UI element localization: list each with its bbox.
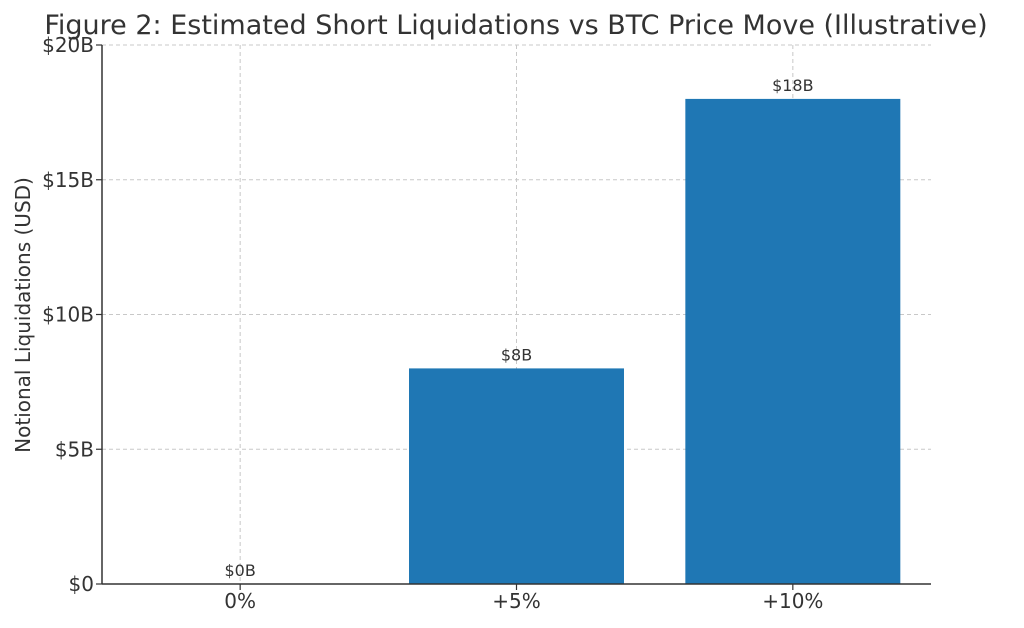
- bar: [685, 98, 901, 585]
- y-tick-label: $20B: [42, 33, 94, 57]
- bars-layer: [409, 98, 901, 585]
- y-axis-label: Notional Liquidations (USD): [11, 177, 35, 453]
- data-label: $18B: [772, 76, 814, 95]
- x-tick-label: +10%: [762, 589, 823, 613]
- y-tick-label: $5B: [55, 437, 94, 461]
- data-label: $8B: [501, 345, 532, 364]
- chart-title: Figure 2: Estimated Short Liquidations v…: [44, 10, 987, 41]
- y-tick-label: $0: [69, 572, 94, 596]
- x-tick-label: +5%: [492, 589, 541, 613]
- axes-layer: [96, 44, 931, 590]
- x-tick-label: 0%: [224, 589, 256, 613]
- y-tick-label: $15B: [42, 168, 94, 192]
- data-label: $0B: [224, 561, 255, 580]
- y-tick-label: $10B: [42, 303, 94, 327]
- bar: [409, 368, 624, 584]
- labels-layer: $0 $5B $10B $15B $20B 0% +5% +10% $0B $8B $18B: [42, 33, 823, 613]
